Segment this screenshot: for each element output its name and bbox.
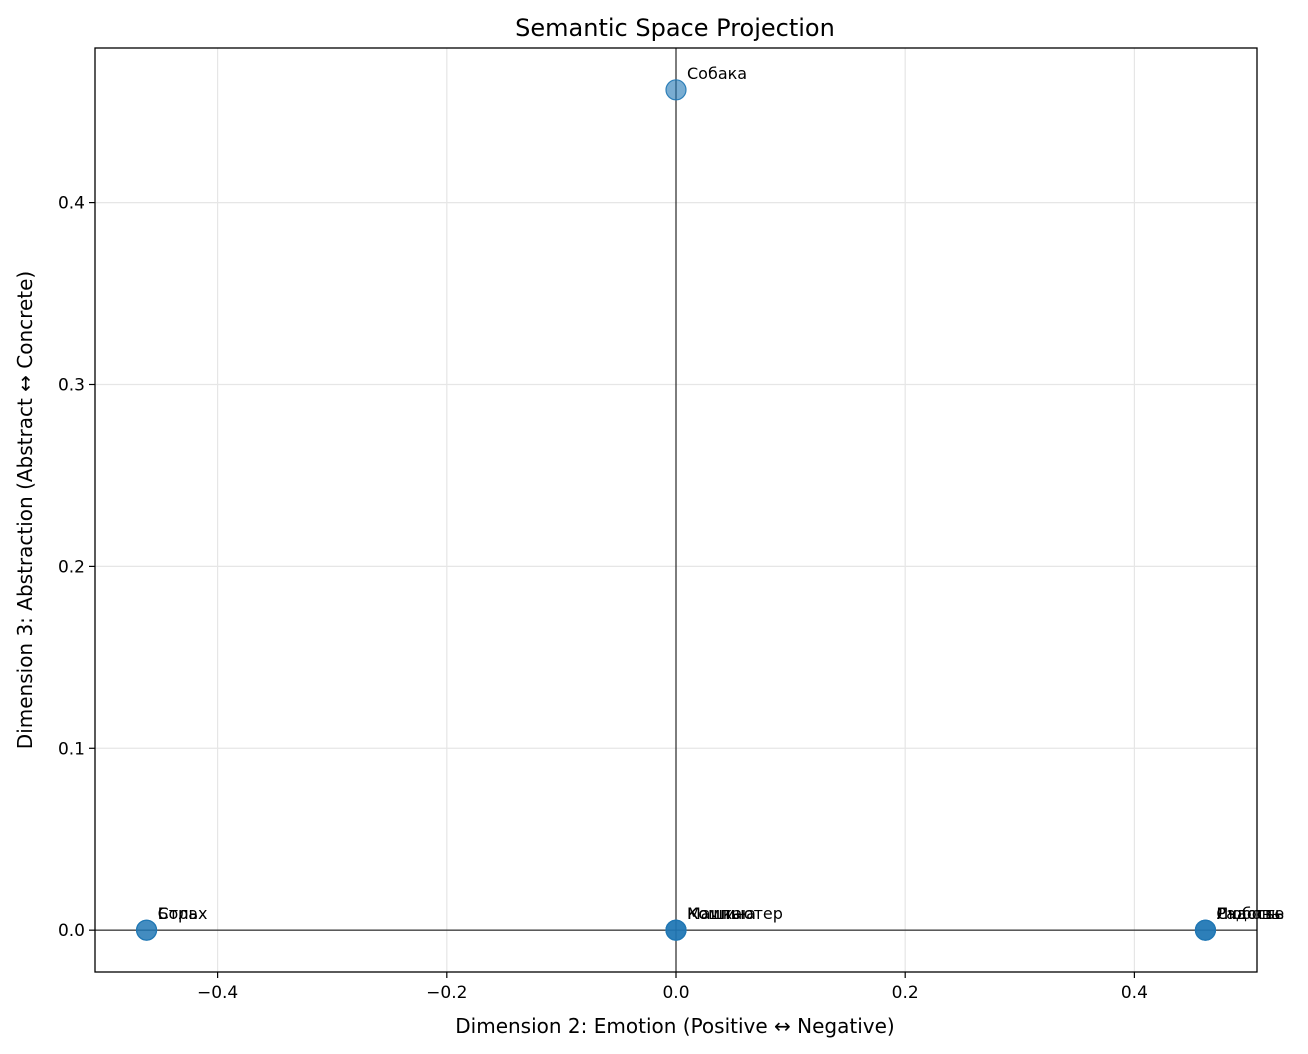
point-label: Любовь: [1216, 904, 1280, 923]
point-label: Кошка: [687, 904, 742, 923]
point-label: Страх: [158, 904, 208, 923]
point-label: Машина: [687, 904, 756, 923]
x-tick-label: 0.4: [1121, 983, 1148, 1003]
point-label: Радость: [1216, 904, 1284, 923]
y-tick-label: 0.0: [58, 921, 85, 941]
y-tick-label: 0.1: [58, 739, 85, 759]
x-tick-label: 0.2: [892, 983, 919, 1003]
reference-lines: [95, 48, 1257, 972]
x-axis-ticks: −0.4 −0.2 0.0 0.2 0.4: [197, 972, 1148, 1003]
data-point: [665, 79, 687, 101]
y-axis-ticks: 0.0 0.1 0.2 0.3 0.4: [58, 194, 95, 941]
x-tick-label: −0.2: [426, 983, 467, 1003]
y-axis-title: Dimension 3: Abstraction (Abstract ↔ Con…: [13, 271, 37, 749]
data-point: [135, 919, 158, 941]
data-points: [135, 79, 1217, 941]
y-tick-label: 0.4: [58, 194, 85, 214]
data-point: [1194, 919, 1217, 941]
point-label: Собака: [687, 64, 747, 83]
y-tick-label: 0.3: [58, 375, 85, 395]
data-point: [665, 919, 687, 941]
point-label: Боль: [158, 904, 198, 923]
point-label: Компьютер: [687, 904, 783, 923]
point-label: Счастье: [1216, 904, 1284, 923]
x-axis-title: Dimension 2: Emotion (Positive ↔ Negativ…: [455, 1014, 894, 1038]
x-tick-label: −0.4: [197, 983, 238, 1003]
y-tick-label: 0.2: [58, 557, 85, 577]
chart-title: Semantic Space Projection: [515, 14, 835, 42]
x-tick-label: 0.0: [662, 983, 689, 1003]
